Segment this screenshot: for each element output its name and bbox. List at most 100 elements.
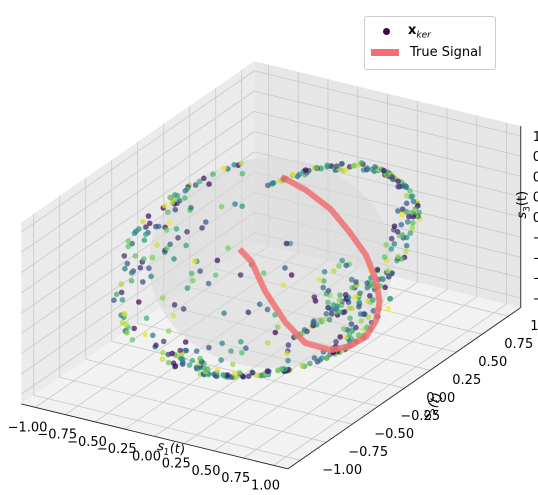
kernel-point [221,165,227,172]
kernel-point [188,270,195,277]
kernel-point [341,326,347,332]
kernel-point [319,355,325,362]
x-tick-label: 0.00 [132,449,161,464]
kernel-point [153,342,159,349]
x-tick-label: −0.75 [37,428,77,443]
kernel-point [213,272,219,279]
kernel-point [391,241,398,247]
kernel-point [339,161,345,167]
kernel-point [148,273,154,280]
kernel-point [275,324,281,331]
kernel-point [285,357,291,364]
z-tick-label: 0.00 [533,211,538,226]
kernel-point [239,170,246,177]
kernel-point [398,221,405,228]
kernel-point [175,235,181,241]
kernel-point [121,310,128,317]
legend-marker-true-signal [371,49,399,56]
kernel-point [154,242,160,248]
kernel-point [203,219,209,225]
grid-x-floor [273,303,507,466]
kernel-point [316,276,323,283]
kernel-point [391,223,398,229]
kernel-point [370,297,376,303]
x-tick-label: 1.00 [251,478,280,493]
kernel-point [410,220,416,226]
kernel-point [410,198,417,205]
kernel-point [343,262,350,269]
legend-entry-kernel: xker [365,23,431,41]
kernel-point [353,279,359,285]
kernel-point [299,363,306,369]
kernel-point [128,270,135,276]
kernel-point [177,347,184,354]
kernel-point [165,209,171,215]
kernel-point [173,226,180,232]
kernel-point [229,361,236,368]
kernel-point [218,357,224,363]
z-tick-label: 0.25 [533,191,538,206]
grid-z-back [254,70,521,137]
kernel-point [231,370,238,377]
kernel-point [153,223,159,230]
kernel-point [236,369,243,376]
y-tick-label: 0.75 [504,337,533,352]
kernel-point [364,298,371,305]
kernel-point [278,366,285,373]
kernel-point [137,264,144,271]
kernel-point [374,266,381,273]
kernel-point [145,213,152,219]
kernel-point [326,316,333,323]
kernel-point [264,368,271,374]
kernel-point [407,188,413,194]
x-tick-label: −0.25 [97,442,137,457]
kernel-point [124,260,131,267]
kernel-point [290,171,296,178]
kernel-point [149,254,156,261]
kernel-point [364,280,371,286]
kernel-point [325,288,332,294]
kernel-point [324,162,331,168]
kernel-point [131,325,137,332]
kernel-point [188,204,194,211]
legend-entry-true-signal: True Signal [365,45,482,60]
kernel-point [186,362,193,368]
kernel-point [193,348,200,354]
kernel-point [320,284,327,291]
kernel-point [382,284,388,291]
kernel-point [232,201,238,207]
kernel-point [182,188,189,194]
kernel-point [364,165,370,171]
kernel-point [381,254,388,260]
y-tick-label: −1.00 [322,463,362,478]
kernel-point [323,311,330,317]
kernel-point [183,347,190,354]
kernel-point [381,167,387,174]
kernel-point [245,309,252,316]
kernel-point [141,237,148,243]
kernel-point [199,225,205,231]
kernel-point [169,350,175,357]
z-tick-label: 1.00 [533,130,538,145]
kernel-point [143,224,149,230]
kernel-point [249,369,256,376]
kernel-point [283,240,290,247]
kernel-point [296,171,303,178]
kernel-point [180,306,187,312]
kernel-point [219,340,225,347]
kernel-point [386,295,393,302]
kernel-point [182,339,189,345]
kernel-point [358,160,365,166]
kernel-point [225,372,231,378]
kernel-point [333,163,340,169]
grid-z-left [21,90,255,253]
kernel-point [171,256,177,262]
kernel-point [161,202,168,209]
kernel-point [150,332,156,339]
kernel-point [331,268,337,274]
y-tick-label: −0.50 [374,427,414,442]
kernel-point [284,350,290,357]
x-tick-label: 0.75 [221,471,250,486]
kernel-point [165,328,172,334]
kernel-point [129,337,136,343]
